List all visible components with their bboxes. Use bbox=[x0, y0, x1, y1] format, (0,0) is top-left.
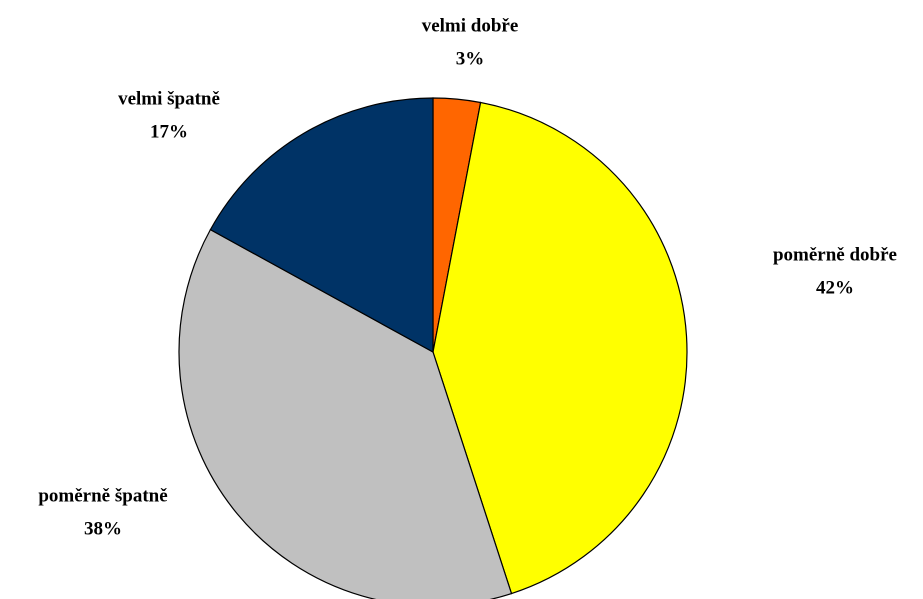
slice-value-label: 3% bbox=[456, 48, 485, 69]
slice-value-label: 17% bbox=[150, 121, 188, 142]
slice-value-label: 38% bbox=[84, 518, 122, 539]
pie-slice bbox=[178, 228, 513, 599]
pie-slice bbox=[209, 97, 434, 354]
slice-label: velmi dobře bbox=[422, 15, 519, 36]
slice-label: poměrně špatně bbox=[38, 485, 167, 506]
slice-label: velmi špatně bbox=[118, 88, 220, 109]
slice-value-label: 42% bbox=[816, 277, 854, 298]
slice-label: poměrně dobře bbox=[773, 244, 897, 265]
pie-slice bbox=[432, 101, 688, 595]
